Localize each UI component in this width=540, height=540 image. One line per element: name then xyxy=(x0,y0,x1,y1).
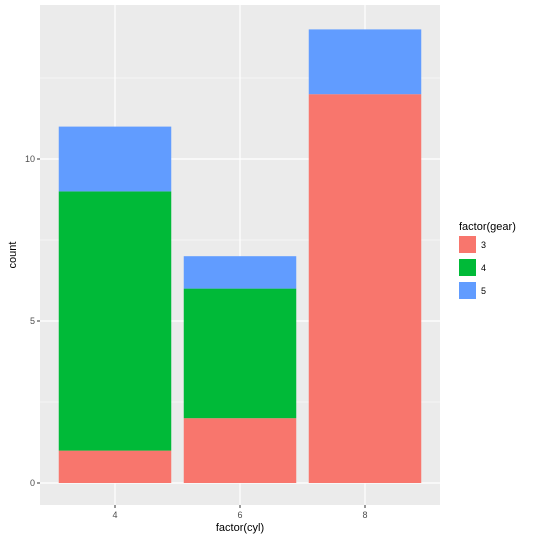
legend-label-3: 3 xyxy=(481,240,486,250)
legend-key-3 xyxy=(459,236,476,253)
bar-segment-cyl6-gear3 xyxy=(183,418,297,483)
y-axis-title: count xyxy=(7,242,19,269)
legend-label-4: 4 xyxy=(481,263,486,273)
bar-segment-cyl6-gear4 xyxy=(183,288,297,419)
legend: factor(gear) 3 4 5 xyxy=(459,221,516,299)
bar-segment-cyl8-gear5 xyxy=(308,29,422,95)
bar-segment-cyl8-gear3 xyxy=(308,94,422,483)
y-axis: 0 5 10 xyxy=(25,154,40,488)
y-tick-label: 10 xyxy=(25,154,35,164)
bars xyxy=(58,29,422,483)
legend-label-5: 5 xyxy=(481,286,486,296)
bar-segment-cyl4-gear5 xyxy=(58,126,172,192)
x-axis: 4 6 8 xyxy=(112,505,368,520)
x-tick-label: 6 xyxy=(237,510,242,520)
x-axis-title: factor(cyl) xyxy=(216,522,264,534)
y-tick-label: 5 xyxy=(30,316,35,326)
bar-segment-cyl4-gear4 xyxy=(58,191,172,451)
y-tick-label: 0 xyxy=(30,478,35,488)
x-tick-label: 4 xyxy=(112,510,117,520)
legend-key-4 xyxy=(459,259,476,276)
bar-segment-cyl4-gear3 xyxy=(58,450,172,483)
legend-key-5 xyxy=(459,282,476,299)
legend-title: factor(gear) xyxy=(459,221,516,233)
bar-segment-cyl6-gear5 xyxy=(183,256,297,289)
x-tick-label: 8 xyxy=(362,510,367,520)
